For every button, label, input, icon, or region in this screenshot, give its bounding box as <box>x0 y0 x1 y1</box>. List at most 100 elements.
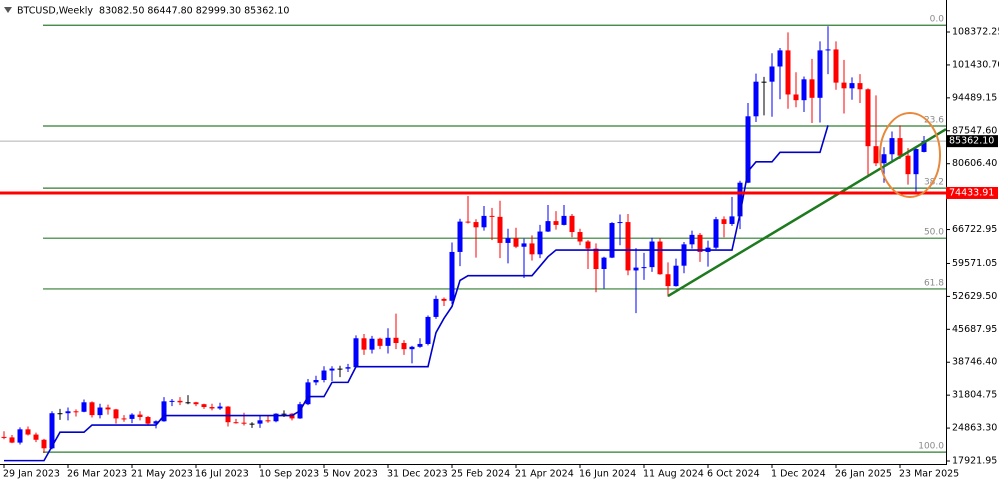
candle-body <box>313 380 319 383</box>
x-tick-label: 16 Jul 2023 <box>195 469 249 480</box>
candle-body <box>305 382 311 405</box>
candle-body <box>433 298 439 317</box>
candle-body <box>497 216 503 243</box>
fib-label: 50.0 <box>924 228 944 238</box>
candle-body <box>321 370 327 381</box>
candle-body <box>409 346 415 350</box>
y-tick-label: 101430.70 <box>952 59 999 70</box>
candle-body <box>73 411 79 413</box>
overlays <box>0 125 947 462</box>
x-tick-label: 26 Mar 2023 <box>67 469 127 480</box>
candle-body <box>865 89 871 147</box>
candle-body <box>377 338 383 346</box>
highlight-ellipse <box>879 112 941 198</box>
candle-body <box>49 413 55 449</box>
candle-body <box>777 50 783 67</box>
candle-body <box>817 50 823 98</box>
candle-body <box>281 413 287 415</box>
y-tick-label: 31804.75 <box>952 390 997 401</box>
fib-label: 23.6 <box>924 115 944 125</box>
y-tick-label: 52629.50 <box>952 291 997 302</box>
candle-body <box>113 409 119 419</box>
candle-body <box>145 416 151 424</box>
y-tick-label: 80606.40 <box>952 158 997 169</box>
trendline <box>667 128 947 298</box>
candle-body <box>17 429 23 443</box>
candle-body <box>105 407 111 410</box>
candle-body <box>329 368 335 371</box>
candle-body <box>153 421 159 424</box>
candle-body <box>553 221 559 225</box>
x-tick-label: 1 Dec 2024 <box>771 469 826 480</box>
candle-body <box>385 337 391 346</box>
candle-body <box>265 420 271 422</box>
candle-body <box>425 316 431 344</box>
candle-body <box>1 436 7 438</box>
candle-body <box>249 423 255 425</box>
x-tick-label: 16 Jun 2024 <box>579 469 636 480</box>
candle-body <box>361 338 367 350</box>
y-tick-label: 59571.05 <box>952 258 997 269</box>
y-tick-label: 108372.25 <box>952 27 999 38</box>
candle-body <box>393 337 399 344</box>
candle-body <box>369 338 375 350</box>
candle-body <box>745 116 751 183</box>
candle-body <box>609 223 615 258</box>
candle-body <box>617 222 623 224</box>
candle-body <box>273 413 279 422</box>
candle-body <box>241 422 247 424</box>
candle-body <box>457 221 463 252</box>
candle-body <box>681 244 687 266</box>
candle-body <box>225 406 231 423</box>
candle-body <box>401 343 407 350</box>
candle-body <box>545 221 551 232</box>
candle-body <box>689 234 695 245</box>
candle-body <box>209 407 215 409</box>
candle-body <box>201 404 207 408</box>
candle-body <box>57 413 63 415</box>
candle-body <box>137 414 143 417</box>
candle-body <box>913 149 919 175</box>
candle-body <box>89 402 95 416</box>
candle-body <box>857 83 863 90</box>
x-tick-label: 23 Mar 2025 <box>899 469 959 480</box>
menu-icon <box>4 7 12 13</box>
candle-body <box>353 338 359 368</box>
x-tick-label: 29 Jan 2023 <box>3 469 60 480</box>
price-box <box>946 186 998 199</box>
candle-body <box>65 411 71 414</box>
candle-body <box>849 83 855 89</box>
candle-body <box>785 50 791 95</box>
candle-body <box>625 222 631 271</box>
candle-body <box>809 79 815 98</box>
candle-body <box>121 418 127 420</box>
x-tick-label: 26 Jan 2025 <box>835 469 892 480</box>
y-tick-label: 17921.95 <box>952 456 997 467</box>
candle-body <box>489 215 495 217</box>
candles <box>1 26 927 454</box>
chart-title: BTCUSD,Weekly 83082.50 86447.80 82999.30… <box>17 6 289 17</box>
candle-body <box>753 81 759 117</box>
y-tick-label: 94489.15 <box>952 92 997 103</box>
x-tick-label: 6 Oct 2024 <box>707 469 760 480</box>
candle-body <box>761 81 767 83</box>
x-tick-label: 25 Feb 2024 <box>451 469 510 480</box>
candle-body <box>537 231 543 255</box>
x-tick-label: 5 Nov 2023 <box>323 469 378 480</box>
candle-body <box>185 402 191 404</box>
candle-body <box>465 221 471 223</box>
candle-body <box>161 401 167 422</box>
price-box-label: 85362.10 <box>949 136 994 147</box>
candle-body <box>505 238 511 243</box>
x-tick-label: 11 Aug 2024 <box>643 469 704 480</box>
candle-body <box>9 437 15 443</box>
candle-body <box>697 234 703 252</box>
fib-label: 0.0 <box>930 15 945 25</box>
candle-body <box>81 402 87 412</box>
fib-label: 38.2 <box>924 178 944 188</box>
candle-body <box>561 215 567 225</box>
candle-body <box>769 66 775 82</box>
candle-body <box>713 219 719 248</box>
price-box-label: 74433.91 <box>949 187 994 198</box>
